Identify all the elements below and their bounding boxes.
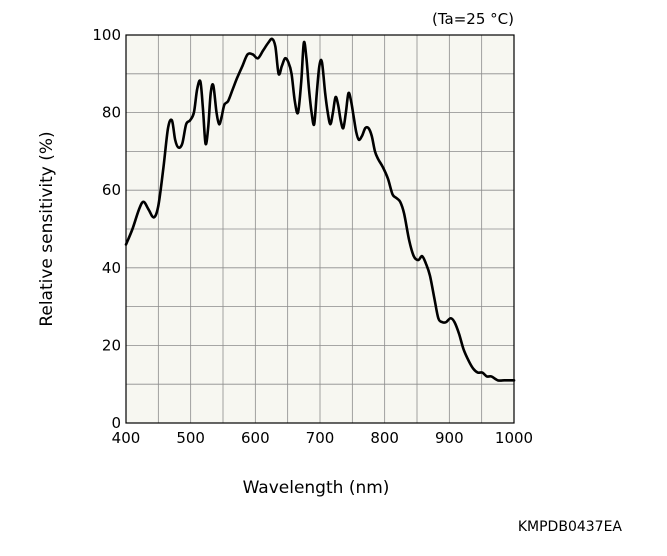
y-tick-label: 0 xyxy=(111,414,121,432)
y-tick-label: 20 xyxy=(102,336,121,354)
x-tick-label: 500 xyxy=(176,429,205,447)
document-code: KMPDB0437EA xyxy=(518,519,623,535)
x-tick-label: 600 xyxy=(241,429,270,447)
plot-frame xyxy=(125,34,515,424)
grid-lines xyxy=(126,35,514,423)
y-tick-label: 40 xyxy=(102,259,121,277)
x-tick-label: 900 xyxy=(435,429,464,447)
x-tick-label: 1000 xyxy=(495,429,533,447)
x-axis-title: Wavelength (nm) xyxy=(243,478,390,498)
y-tick-label: 60 xyxy=(102,181,121,199)
y-tick-label: 100 xyxy=(92,26,121,44)
x-tick-label: 800 xyxy=(370,429,399,447)
y-tick-label: 80 xyxy=(102,104,121,122)
y-axis-title: Relative sensitivity (%) xyxy=(37,131,57,326)
tick-labels: 400 500 600 700 800 900 1000 0 20 40 60 80 100 xyxy=(92,26,533,447)
x-tick-label: 700 xyxy=(306,429,335,447)
sensitivity-curve xyxy=(124,37,516,382)
condition-label: (Ta=25 °C) xyxy=(432,10,514,28)
x-tick-label: 400 xyxy=(112,429,141,447)
